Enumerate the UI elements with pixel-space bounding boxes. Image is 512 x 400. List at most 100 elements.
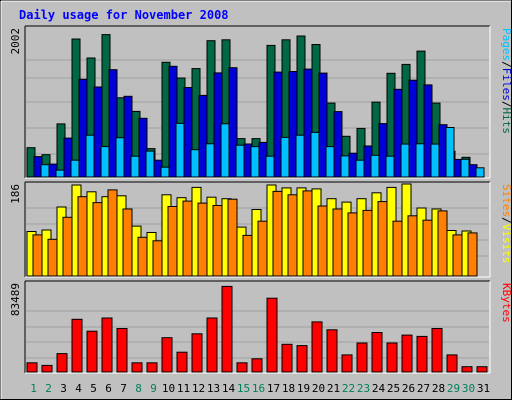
day-label: 16 [252,382,265,395]
series-pages [40,122,485,178]
bar-kbytes [206,317,218,373]
series-sites [32,189,478,277]
legend-entry-files: Files [500,68,512,101]
bar-kbytes [221,285,233,373]
bar-files [423,84,433,178]
bar-files [333,111,343,178]
bar-kbytes [326,329,338,373]
bar-kbytes [296,345,308,373]
bar-pages [190,149,200,178]
bar-pages [205,143,215,178]
day-label: 31 [477,382,490,395]
bar-pages [430,143,440,178]
bar-kbytes [266,297,278,373]
bar-sites [317,205,328,277]
bar-kbytes [461,366,473,373]
day-label: 15 [237,382,250,395]
bar-sites [77,196,88,277]
bar-kbytes [71,318,83,373]
bar-sites [272,190,283,277]
day-label: 6 [105,382,112,395]
panel-hits-files-pages: 2002 Pages/Files/Hits [9,25,512,179]
bar-files [168,65,178,178]
y-max-label: 186 [9,184,22,204]
bar-pages [385,155,395,178]
bar-pages [325,146,335,178]
bar-pages [295,134,305,178]
bar-kbytes [431,328,443,373]
bar-sites [332,208,343,277]
bar-sites [467,232,478,277]
bar-pages [415,143,425,178]
bar-pages [220,123,230,178]
series-files [33,65,478,178]
bar-kbytes [26,362,38,373]
series-visits [26,183,472,277]
bar-pages [445,127,455,178]
bar-pages [40,164,50,178]
day-label: 1 [30,382,37,395]
legend-entry-pages: Pages [500,28,512,61]
bar-sites [197,202,208,277]
bar-files [108,69,118,178]
bar-kbytes [116,328,128,373]
day-label: 22 [342,382,355,395]
bar-kbytes [311,321,323,373]
bar-sites [47,238,58,277]
day-label: 21 [327,382,340,395]
bar-sites [137,236,148,277]
legend-separator: / [500,61,512,68]
bar-sites [257,220,268,277]
bar-sites [287,194,298,277]
bar-sites [212,205,223,277]
bar-kbytes [371,332,383,373]
bar-files [318,72,328,178]
legend-entry-visits: Visits [500,224,512,264]
legend: Pages/Files/Hits [500,28,512,134]
bar-pages [475,167,485,178]
day-label: 26 [402,382,415,395]
bar-kbytes [191,333,203,373]
bar-sites [122,208,133,277]
bar-sites [62,216,73,277]
bar-pages [310,131,320,178]
bar-kbytes [356,342,368,373]
bar-sites [152,240,163,277]
bar-sites [407,215,418,277]
bar-pages [400,143,410,178]
day-label: 28 [432,382,445,395]
bar-pages [130,155,140,178]
chart-title: Daily usage for November 2008 [19,8,229,22]
day-label: 12 [192,382,205,395]
day-label: 2 [45,382,52,395]
day-label: 7 [120,382,127,395]
bar-kbytes [446,354,458,373]
day-label: 3 [60,382,67,395]
bar-files [63,137,73,178]
bar-files [93,86,103,178]
bar-files [378,123,388,178]
bar-sites [377,201,388,277]
day-label: 13 [207,382,220,395]
bar-kbytes [101,317,113,373]
bar-kbytes [131,362,143,373]
bar-pages [175,122,185,178]
bar-sites [392,220,403,277]
day-label: 18 [282,382,295,395]
bar-files [408,79,418,178]
bar-kbytes [86,330,98,373]
day-label: 27 [417,382,430,395]
bar-files [198,94,208,178]
legend-entry-sites: Sites [500,184,512,217]
bar-pages [460,158,470,178]
panel-kbytes: 83489 KBytes [9,280,512,374]
bar-files [393,88,403,178]
bar-sites [362,209,373,277]
bar-pages [100,146,110,178]
bar-kbytes [56,353,68,373]
panel-visits-sites: 186 Sites/Visits [9,181,512,278]
bar-sites [437,210,448,277]
bar-files [78,78,88,178]
bar-pages [280,136,290,178]
